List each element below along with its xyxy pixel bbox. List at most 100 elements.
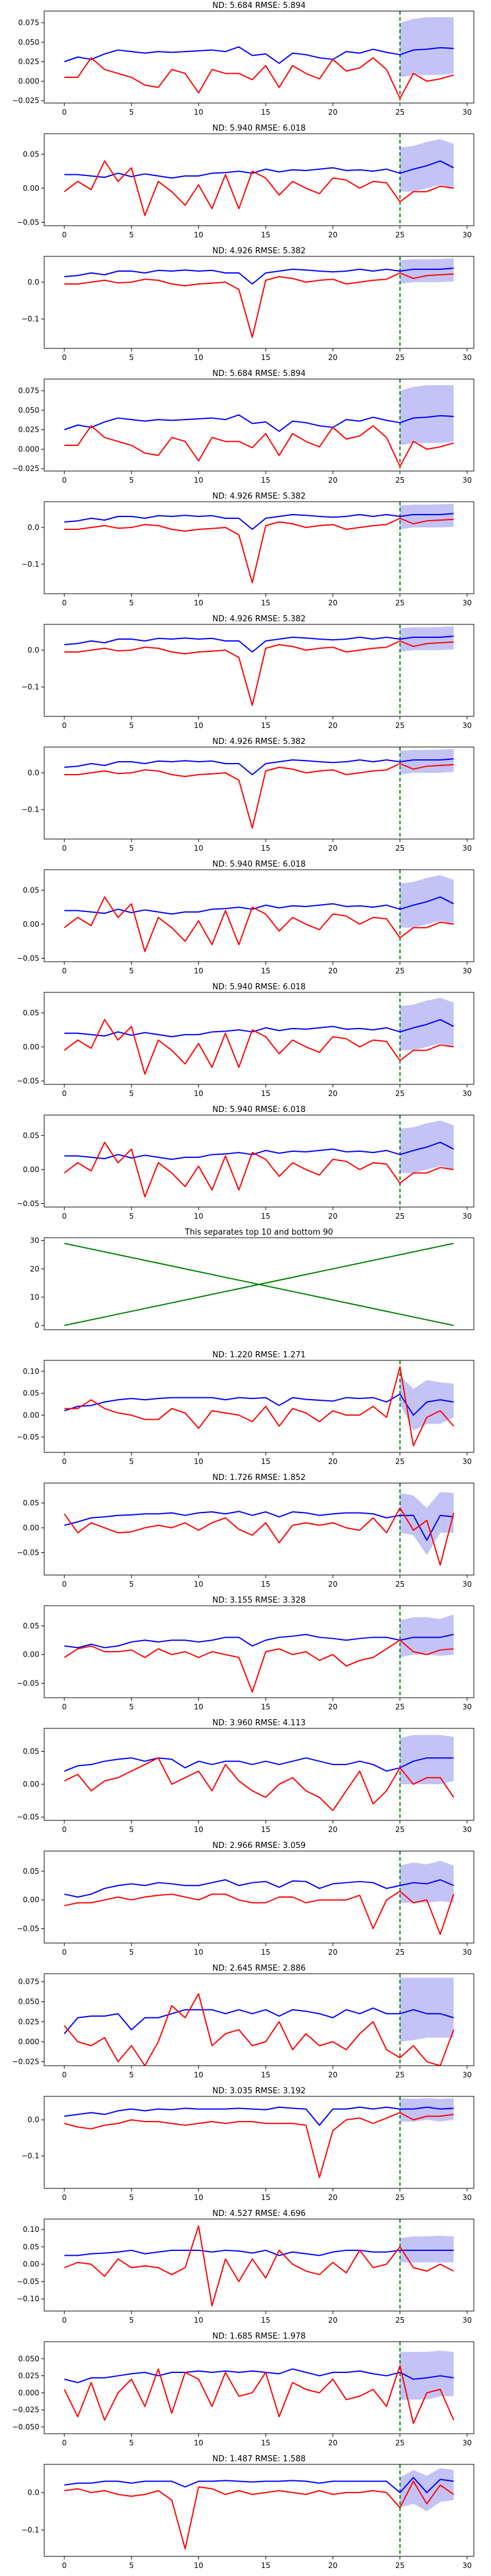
plot-area bbox=[64, 624, 454, 716]
forecast-interval-band bbox=[400, 385, 454, 446]
chart-title: ND: 4.926 RMSE: 5.382 bbox=[212, 247, 306, 256]
x-tick-label: 30 bbox=[462, 1703, 471, 1711]
x-tick-label: 30 bbox=[462, 2193, 471, 2202]
chart-title: ND: 5.940 RMSE: 6.018 bbox=[212, 1105, 306, 1114]
x-tick-label: 30 bbox=[462, 353, 471, 362]
x-tick-label: 25 bbox=[395, 108, 404, 117]
x-tick-label: 30 bbox=[462, 2439, 471, 2447]
plot-area bbox=[64, 1606, 454, 1698]
actual-series-line bbox=[64, 1141, 454, 1198]
x-tick-label: 5 bbox=[129, 1948, 134, 1957]
actual-series-line bbox=[64, 272, 454, 338]
x-tick-label: 30 bbox=[462, 1089, 471, 1098]
y-tick-label: 0.00 bbox=[23, 184, 39, 193]
x-tick-label: 30 bbox=[462, 476, 471, 485]
y-tick-label: 0.00 bbox=[23, 1650, 39, 1659]
forecast-interval-band bbox=[400, 626, 454, 652]
chart-panel-10: ND: 5.940 RMSE: 6.018 0 5 10 15 20 25 30 −0.05 0.… bbox=[17, 1105, 474, 1221]
forecast-series-line bbox=[64, 1393, 454, 1416]
y-tick-label: 0.00 bbox=[23, 1524, 39, 1532]
plot-frame bbox=[44, 501, 474, 594]
x-tick-label: 5 bbox=[129, 2193, 134, 2202]
y-tick-label: 0.000 bbox=[18, 77, 39, 85]
chart-panel-9: ND: 5.940 RMSE: 6.018 0 5 10 15 20 25 30 −0.05 0.… bbox=[17, 983, 474, 1098]
x-tick-label: 20 bbox=[328, 2561, 338, 2570]
chart-panel-2: ND: 5.940 RMSE: 6.018 0 5 10 15 20 25 30 −0.05 0.… bbox=[17, 124, 474, 239]
plot-frame bbox=[44, 10, 474, 104]
forecast-interval-band bbox=[400, 1735, 454, 1785]
y-tick-label: 0.00 bbox=[23, 1411, 39, 1419]
plot-frame bbox=[44, 1360, 474, 1453]
separator-line-2 bbox=[64, 1243, 454, 1327]
forecast-series-line bbox=[64, 1019, 454, 1038]
plot-area bbox=[64, 1728, 455, 1820]
y-tick-label: 0.05 bbox=[23, 1131, 39, 1140]
x-tick-label: 25 bbox=[395, 1457, 404, 1466]
x-tick-label: 15 bbox=[261, 2316, 270, 2325]
y-tick-label: 0.0 bbox=[28, 278, 39, 286]
y-tick-label: 0.05 bbox=[23, 2242, 39, 2251]
y-tick-label: 0.05 bbox=[23, 150, 39, 158]
x-tick-label: 5 bbox=[129, 1580, 134, 1589]
y-tick-label: −0.1 bbox=[21, 560, 39, 569]
y-tick-label: 0.000 bbox=[18, 2388, 39, 2397]
x-tick-label: 10 bbox=[194, 108, 203, 117]
plot-area bbox=[64, 379, 454, 471]
x-tick-label: 0 bbox=[62, 2193, 67, 2202]
forecast-interval-band bbox=[400, 258, 454, 284]
plot-frame bbox=[44, 992, 474, 1085]
x-tick-label: 25 bbox=[395, 353, 404, 362]
y-tick-label: 0.050 bbox=[18, 406, 39, 415]
plot-area bbox=[64, 134, 454, 226]
forecast-interval-band bbox=[400, 504, 454, 529]
forecast-series-line bbox=[64, 2106, 454, 2126]
actual-series-line bbox=[63, 2364, 455, 2425]
chart-panel-5: ND: 4.926 RMSE: 5.382 0 5 10 15 20 25 30 −0.1 0.0 bbox=[21, 492, 474, 607]
x-tick-label: 20 bbox=[328, 599, 338, 607]
x-tick-label: 0 bbox=[62, 1089, 67, 1098]
y-tick-label: −0.05 bbox=[17, 1813, 39, 1822]
x-tick-label: 30 bbox=[462, 2561, 471, 2570]
plot-frame bbox=[44, 2341, 474, 2434]
x-tick-label: 0 bbox=[62, 353, 67, 362]
x-tick-label: 0 bbox=[62, 2439, 67, 2447]
y-tick-label: 0 bbox=[34, 1321, 39, 1330]
x-tick-label: 15 bbox=[261, 108, 270, 117]
x-tick-label: 20 bbox=[328, 1948, 338, 1957]
x-tick-label: 20 bbox=[328, 2316, 338, 2325]
x-tick-label: 0 bbox=[62, 1948, 67, 1957]
x-tick-label: 5 bbox=[129, 2561, 134, 2570]
x-tick-label: 20 bbox=[328, 721, 338, 730]
y-tick-label: 30 bbox=[30, 1236, 39, 1245]
actual-series-line bbox=[63, 1507, 455, 1566]
forecast-series-line bbox=[64, 2477, 454, 2493]
forecast-series-line bbox=[64, 758, 454, 775]
forecast-series-line bbox=[64, 1879, 454, 1898]
forecast-series-line bbox=[64, 160, 454, 179]
forecast-interval-band bbox=[400, 1977, 454, 2042]
y-tick-label: 0.00 bbox=[23, 1043, 39, 1051]
x-tick-label: 0 bbox=[62, 844, 67, 853]
forecast-series-line bbox=[64, 46, 454, 64]
plot-area bbox=[64, 1243, 454, 1327]
x-tick-label: 5 bbox=[129, 1212, 134, 1221]
x-tick-label: 0 bbox=[62, 721, 67, 730]
x-tick-label: 30 bbox=[462, 844, 471, 853]
forecast-interval-band bbox=[400, 1492, 454, 1555]
y-tick-label: 0.075 bbox=[18, 386, 39, 395]
x-tick-label: 15 bbox=[261, 2071, 270, 2079]
x-tick-label: 20 bbox=[328, 353, 338, 362]
y-tick-label: 0.05 bbox=[23, 886, 39, 894]
chart-title: ND: 5.940 RMSE: 6.018 bbox=[212, 124, 306, 133]
chart-panel-7: ND: 4.926 RMSE: 5.382 0 5 10 15 20 25 30 −0.1 0.0 bbox=[21, 737, 474, 853]
x-tick-label: 5 bbox=[129, 2316, 134, 2325]
x-tick-label: 0 bbox=[62, 1212, 67, 1221]
x-tick-label: 0 bbox=[62, 231, 67, 239]
y-tick-label: 0.05 bbox=[23, 1622, 39, 1630]
forecast-interval-band bbox=[400, 2236, 454, 2263]
y-tick-label: 0.10 bbox=[23, 1367, 39, 1376]
x-tick-label: 25 bbox=[395, 2316, 404, 2325]
plot-frame bbox=[44, 1728, 474, 1821]
actual-series-line bbox=[64, 160, 454, 217]
plot-frame bbox=[44, 2096, 474, 2189]
